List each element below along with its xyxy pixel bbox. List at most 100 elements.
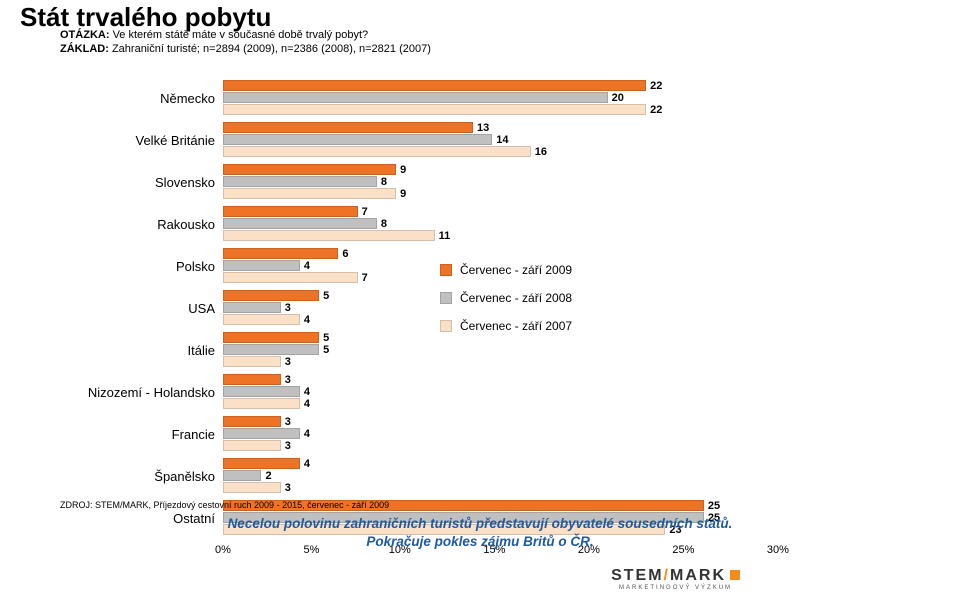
category-label: Nizozemí - Holandsko <box>60 374 223 410</box>
bar-row: 14 <box>223 134 800 145</box>
bar-row: 3 <box>223 374 800 385</box>
legend-swatch <box>440 320 452 332</box>
bars-container: 13 14 16 <box>223 122 800 158</box>
bar-row: 13 <box>223 122 800 133</box>
logo-text-mark: MARK <box>670 567 726 584</box>
bar-row: 3 <box>223 356 800 367</box>
bar-row: 9 <box>223 188 800 199</box>
bar <box>223 332 319 343</box>
bar <box>223 260 300 271</box>
bar-value: 9 <box>400 164 406 176</box>
bar <box>223 428 300 439</box>
bar-row: 9 <box>223 164 800 175</box>
bar <box>223 470 261 481</box>
bar <box>223 290 319 301</box>
bar <box>223 248 338 259</box>
bar-row: 4 <box>223 386 800 397</box>
bar-row: 8 <box>223 218 800 229</box>
bar-row: 22 <box>223 80 800 91</box>
bar-value: 5 <box>323 290 329 302</box>
bar-value: 6 <box>342 248 348 260</box>
basis-label: ZÁKLAD: <box>60 43 109 55</box>
bar-value: 25 <box>708 500 720 512</box>
question-line: OTÁZKA: Ve kterém státě máte v současné … <box>60 29 431 41</box>
bar <box>223 314 300 325</box>
header-block: Stát trvalého pobytu OTÁZKA: Ve kterém s… <box>20 4 431 55</box>
bar-value: 8 <box>381 218 387 230</box>
bar-value: 4 <box>304 386 310 398</box>
bar <box>223 80 646 91</box>
bar <box>223 458 300 469</box>
category-label: Francie <box>60 416 223 452</box>
bar-value: 5 <box>323 344 329 356</box>
question-label: OTÁZKA: <box>60 29 110 41</box>
logo-sub: MARKETINGOVÝ VÝZKUM <box>611 585 740 591</box>
legend: Červenec - září 2009Červenec - září 2008… <box>440 263 572 347</box>
question-text: Ve kterém státě máte v současné době trv… <box>113 29 369 41</box>
bar-value: 16 <box>535 146 547 158</box>
bar <box>223 146 531 157</box>
legend-swatch <box>440 264 452 276</box>
bar <box>223 92 608 103</box>
legend-label: Červenec - září 2007 <box>460 319 572 333</box>
bar-value: 11 <box>439 230 451 242</box>
bar <box>223 398 300 409</box>
bar <box>223 344 319 355</box>
bar <box>223 104 646 115</box>
bar <box>223 386 300 397</box>
stemmark-logo: STEM/MARK MARKETINGOVÝ VÝZKUM <box>611 567 740 591</box>
bars-container: 423 <box>223 458 800 494</box>
bar-row: 22 <box>223 104 800 115</box>
legend-label: Červenec - září 2009 <box>460 263 572 277</box>
bar-row: 4 <box>223 458 800 469</box>
bar <box>223 206 358 217</box>
source-line: ZDROJ: STEM/MARK, Příjezdový cestovní ru… <box>60 500 389 510</box>
category-label: USA <box>60 290 223 326</box>
bar-row: 16 <box>223 146 800 157</box>
bars-container: 343 <box>223 416 800 452</box>
bar-value: 4 <box>304 428 310 440</box>
bar-value: 13 <box>477 122 489 134</box>
bar-value: 3 <box>285 374 291 386</box>
bars-container: 344 <box>223 374 800 410</box>
legend-item: Červenec - září 2009 <box>440 263 572 277</box>
bar-value: 22 <box>650 104 662 116</box>
bar-value: 14 <box>496 134 508 146</box>
bar <box>223 440 281 451</box>
bar-value: 4 <box>304 458 310 470</box>
legend-swatch <box>440 292 452 304</box>
chart-group: Polsko647 <box>60 248 800 284</box>
bar <box>223 218 377 229</box>
basis-text: Zahraniční turisté; n=2894 (2009), n=238… <box>112 43 431 55</box>
bar <box>223 188 396 199</box>
category-label: Slovensko <box>60 164 223 200</box>
bar <box>223 416 281 427</box>
bar-value: 20 <box>612 92 624 104</box>
bar-row: 7 <box>223 206 800 217</box>
basis-line: ZÁKLAD: Zahraniční turisté; n=2894 (2009… <box>60 43 431 55</box>
bar-value: 3 <box>285 440 291 452</box>
bar-value: 3 <box>285 482 291 494</box>
bar <box>223 302 281 313</box>
logo-main: STEM/MARK <box>611 567 740 585</box>
bar-row: 6 <box>223 248 800 259</box>
chart-group: Francie343 <box>60 416 800 452</box>
bar-value: 4 <box>304 260 310 272</box>
page-title: Stát trvalého pobytu <box>20 4 431 31</box>
bar-row: 2 <box>223 470 800 481</box>
bar-row: 3 <box>223 482 800 493</box>
chart-group: Rakousko78 11 <box>60 206 800 242</box>
bar-chart: Německo222022Velké Británie131416Slovens… <box>60 80 800 542</box>
bars-container: 222022 <box>223 80 800 116</box>
category-label: Rakousko <box>60 206 223 242</box>
logo-square-icon <box>730 570 740 580</box>
bar-row: 4 <box>223 428 800 439</box>
bar <box>223 374 281 385</box>
bar-value: 3 <box>285 356 291 368</box>
chart-group: Nizozemí - Holandsko344 <box>60 374 800 410</box>
bar <box>223 164 396 175</box>
bar-row: 3 <box>223 416 800 427</box>
bar-value: 4 <box>304 314 310 326</box>
logo-text-stem: STEM <box>611 567 663 584</box>
bar-row: 20 <box>223 92 800 103</box>
